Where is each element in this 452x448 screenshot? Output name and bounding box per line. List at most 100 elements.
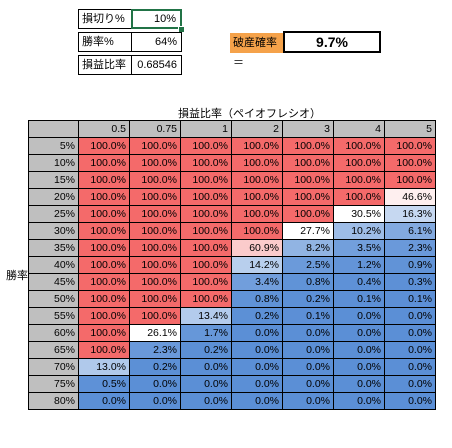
matrix-value-cell[interactable]: 100.0% bbox=[129, 154, 181, 172]
matrix-value-cell[interactable]: 100.0% bbox=[231, 137, 283, 155]
matrix-value-cell[interactable]: 100.0% bbox=[78, 171, 130, 189]
matrix-value-cell[interactable]: 0.0% bbox=[333, 358, 385, 376]
matrix-value-cell[interactable]: 100.0% bbox=[180, 239, 232, 257]
matrix-value-cell[interactable]: 100.0% bbox=[78, 205, 130, 223]
matrix-value-cell[interactable]: 100.0% bbox=[231, 171, 283, 189]
matrix-value-cell[interactable]: 100.0% bbox=[78, 239, 130, 257]
matrix-value-cell[interactable]: 100.0% bbox=[78, 324, 130, 342]
matrix-value-cell[interactable]: 10.2% bbox=[333, 222, 385, 240]
matrix-value-cell[interactable]: 100.0% bbox=[78, 307, 130, 325]
matrix-value-cell[interactable]: 100.0% bbox=[78, 256, 130, 274]
row-header-cell[interactable]: 75% bbox=[28, 375, 79, 393]
matrix-value-cell[interactable]: 100.0% bbox=[78, 137, 130, 155]
matrix-value-cell[interactable]: 0.0% bbox=[282, 341, 334, 359]
row-header-cell[interactable]: 15% bbox=[28, 171, 79, 189]
matrix-value-cell[interactable]: 0.5% bbox=[78, 375, 130, 393]
row-header-cell[interactable]: 30% bbox=[28, 222, 79, 240]
matrix-value-cell[interactable]: 0.0% bbox=[333, 307, 385, 325]
matrix-value-cell[interactable]: 0.0% bbox=[333, 324, 385, 342]
matrix-value-cell[interactable]: 0.0% bbox=[384, 324, 436, 342]
matrix-value-cell[interactable]: 100.0% bbox=[180, 222, 232, 240]
matrix-value-cell[interactable]: 0.0% bbox=[231, 358, 283, 376]
matrix-value-cell[interactable]: 0.0% bbox=[231, 392, 283, 410]
matrix-value-cell[interactable]: 13.0% bbox=[78, 358, 130, 376]
matrix-value-cell[interactable]: 100.0% bbox=[282, 205, 334, 223]
matrix-value-cell[interactable]: 0.0% bbox=[282, 392, 334, 410]
matrix-value-cell[interactable]: 100.0% bbox=[333, 188, 385, 206]
matrix-value-cell[interactable]: 100.0% bbox=[180, 171, 232, 189]
row-header-cell[interactable]: 25% bbox=[28, 205, 79, 223]
matrix-value-cell[interactable]: 100.0% bbox=[282, 137, 334, 155]
column-header-cell[interactable]: 2 bbox=[231, 120, 283, 138]
matrix-value-cell[interactable]: 100.0% bbox=[282, 188, 334, 206]
matrix-value-cell[interactable]: 0.3% bbox=[384, 273, 436, 291]
matrix-value-cell[interactable]: 0.0% bbox=[282, 324, 334, 342]
matrix-value-cell[interactable]: 0.0% bbox=[282, 358, 334, 376]
matrix-value-cell[interactable]: 30.5% bbox=[333, 205, 385, 223]
matrix-value-cell[interactable]: 6.1% bbox=[384, 222, 436, 240]
matrix-value-cell[interactable]: 100.0% bbox=[180, 256, 232, 274]
column-header-cell[interactable]: 3 bbox=[282, 120, 334, 138]
matrix-value-cell[interactable]: 14.2% bbox=[231, 256, 283, 274]
matrix-value-cell[interactable]: 16.3% bbox=[384, 205, 436, 223]
matrix-value-cell[interactable]: 100.0% bbox=[231, 222, 283, 240]
matrix-value-cell[interactable]: 0.0% bbox=[129, 375, 181, 393]
matrix-value-cell[interactable]: 0.0% bbox=[384, 392, 436, 410]
matrix-value-cell[interactable]: 8.2% bbox=[282, 239, 334, 257]
matrix-value-cell[interactable]: 100.0% bbox=[384, 137, 436, 155]
row-header-cell[interactable]: 55% bbox=[28, 307, 79, 325]
matrix-value-cell[interactable]: 0.0% bbox=[180, 375, 232, 393]
matrix-value-cell[interactable]: 100.0% bbox=[180, 188, 232, 206]
matrix-value-cell[interactable]: 100.0% bbox=[384, 154, 436, 172]
matrix-value-cell[interactable]: 2.5% bbox=[282, 256, 334, 274]
matrix-value-cell[interactable]: 0.2% bbox=[282, 290, 334, 308]
matrix-value-cell[interactable]: 60.9% bbox=[231, 239, 283, 257]
matrix-value-cell[interactable]: 100.0% bbox=[384, 171, 436, 189]
matrix-value-cell[interactable]: 100.0% bbox=[78, 188, 130, 206]
matrix-value-cell[interactable]: 100.0% bbox=[129, 290, 181, 308]
payoff-ratio-label[interactable]: 損益比率 bbox=[78, 55, 132, 75]
matrix-value-cell[interactable]: 100.0% bbox=[129, 222, 181, 240]
matrix-value-cell[interactable]: 100.0% bbox=[231, 188, 283, 206]
matrix-value-cell[interactable]: 0.1% bbox=[384, 290, 436, 308]
matrix-value-cell[interactable]: 2.3% bbox=[129, 341, 181, 359]
matrix-value-cell[interactable]: 0.9% bbox=[384, 256, 436, 274]
row-header-cell[interactable]: 10% bbox=[28, 154, 79, 172]
row-header-cell[interactable]: 20% bbox=[28, 188, 79, 206]
matrix-value-cell[interactable]: 0.1% bbox=[282, 307, 334, 325]
matrix-value-cell[interactable]: 100.0% bbox=[180, 273, 232, 291]
matrix-value-cell[interactable]: 46.6% bbox=[384, 188, 436, 206]
matrix-value-cell[interactable]: 100.0% bbox=[78, 222, 130, 240]
matrix-value-cell[interactable]: 100.0% bbox=[282, 154, 334, 172]
matrix-value-cell[interactable]: 0.2% bbox=[180, 341, 232, 359]
ruin-probability-label[interactable]: 破産確率＝ bbox=[230, 33, 285, 69]
stop-loss-label[interactable]: 損切り% bbox=[78, 9, 132, 29]
row-header-cell[interactable]: 45% bbox=[28, 273, 79, 291]
matrix-value-cell[interactable]: 3.5% bbox=[333, 239, 385, 257]
matrix-value-cell[interactable]: 100.0% bbox=[180, 137, 232, 155]
column-header-cell[interactable]: 5 bbox=[384, 120, 436, 138]
matrix-value-cell[interactable]: 100.0% bbox=[129, 188, 181, 206]
column-header-cell[interactable]: 0.5 bbox=[78, 120, 130, 138]
matrix-value-cell[interactable]: 0.0% bbox=[231, 341, 283, 359]
matrix-value-cell[interactable]: 0.0% bbox=[333, 375, 385, 393]
matrix-value-cell[interactable]: 100.0% bbox=[129, 137, 181, 155]
matrix-value-cell[interactable]: 100.0% bbox=[78, 290, 130, 308]
matrix-value-cell[interactable]: 100.0% bbox=[180, 290, 232, 308]
matrix-value-cell[interactable]: 0.0% bbox=[78, 392, 130, 410]
matrix-value-cell[interactable]: 0.8% bbox=[231, 290, 283, 308]
matrix-value-cell[interactable]: 27.7% bbox=[282, 222, 334, 240]
column-header-cell[interactable]: 0.75 bbox=[129, 120, 181, 138]
matrix-value-cell[interactable]: 0.1% bbox=[333, 290, 385, 308]
matrix-value-cell[interactable]: 100.0% bbox=[333, 171, 385, 189]
matrix-value-cell[interactable]: 0.0% bbox=[384, 375, 436, 393]
matrix-value-cell[interactable]: 0.4% bbox=[333, 273, 385, 291]
stop-loss-value-cell[interactable]: 10% bbox=[131, 9, 182, 29]
matrix-value-cell[interactable]: 100.0% bbox=[129, 205, 181, 223]
matrix-value-cell[interactable]: 100.0% bbox=[333, 137, 385, 155]
row-header-cell[interactable]: 80% bbox=[28, 392, 79, 410]
matrix-value-cell[interactable]: 100.0% bbox=[231, 154, 283, 172]
matrix-value-cell[interactable]: 26.1% bbox=[129, 324, 181, 342]
matrix-value-cell[interactable]: 100.0% bbox=[180, 205, 232, 223]
matrix-value-cell[interactable]: 0.2% bbox=[129, 358, 181, 376]
